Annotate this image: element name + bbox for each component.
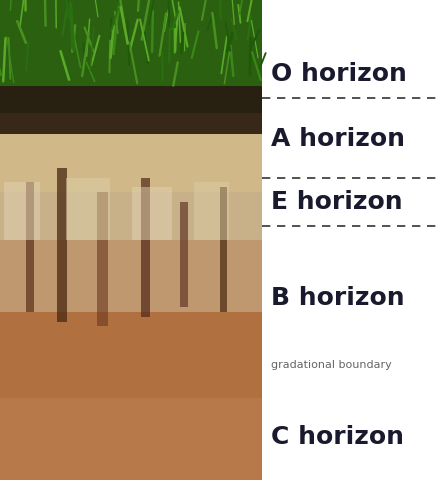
- Bar: [97, 192, 108, 326]
- Text: C horizon: C horizon: [271, 425, 403, 449]
- Text: gradational boundary: gradational boundary: [271, 360, 391, 370]
- Bar: [194, 182, 229, 240]
- Bar: [0, 0, 262, 86]
- Bar: [0, 240, 262, 312]
- Bar: [262, 0, 440, 480]
- Bar: [4, 182, 40, 240]
- Bar: [141, 178, 150, 317]
- Bar: [0, 312, 262, 398]
- Bar: [132, 187, 172, 240]
- Bar: [26, 182, 34, 312]
- Bar: [0, 398, 262, 480]
- Text: A horizon: A horizon: [271, 127, 405, 151]
- Text: B horizon: B horizon: [271, 286, 404, 310]
- Bar: [180, 202, 188, 307]
- Bar: [0, 86, 262, 113]
- Bar: [0, 192, 262, 240]
- Bar: [220, 187, 227, 312]
- Bar: [0, 113, 262, 134]
- Bar: [57, 168, 67, 322]
- Bar: [66, 178, 110, 240]
- Text: O horizon: O horizon: [271, 62, 407, 86]
- Text: E horizon: E horizon: [271, 190, 402, 214]
- Bar: [0, 134, 262, 192]
